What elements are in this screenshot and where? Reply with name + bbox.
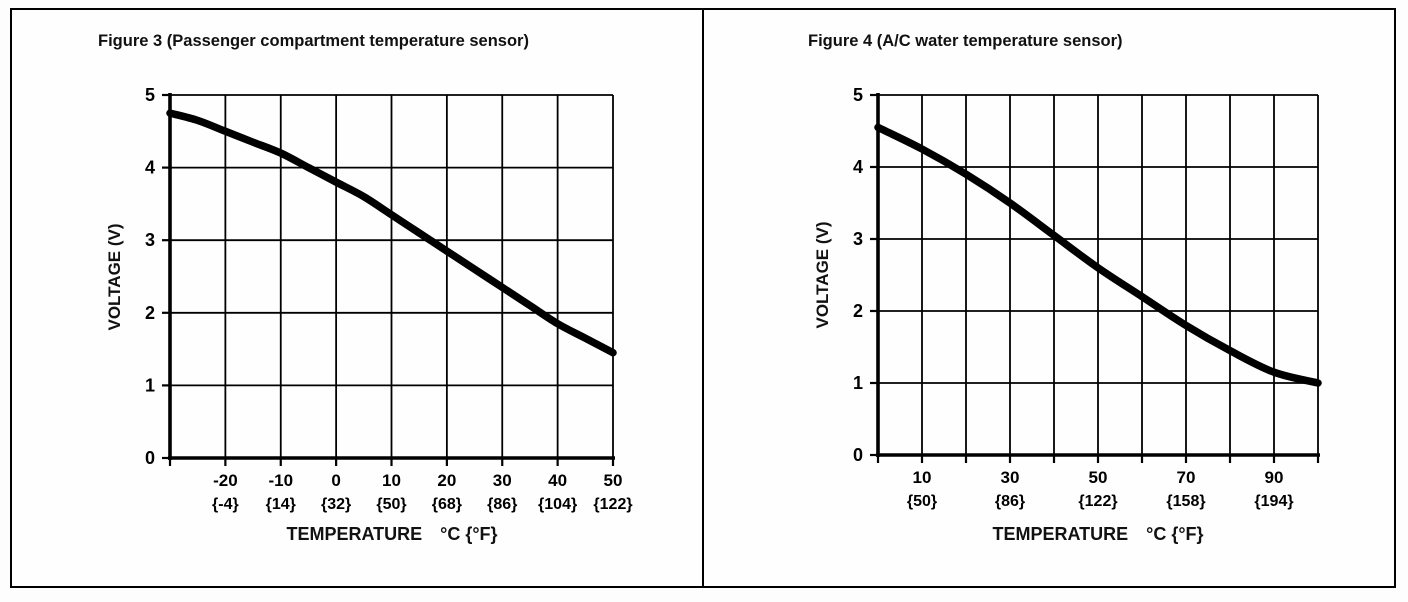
x-tick-label-fahrenheit: {86} xyxy=(995,493,1025,510)
y-tick-label: 5 xyxy=(145,85,155,105)
figure4-y-axis-label: VOLTAGE (V) xyxy=(813,221,832,329)
x-tick-label-celsius: 30 xyxy=(493,471,512,490)
figure3-x-axis-title: TEMPERATURE xyxy=(286,524,423,544)
figure4-x-axis-units: °C {°F} xyxy=(1146,524,1204,544)
x-tick-label-celsius: 50 xyxy=(604,471,623,490)
y-tick-label: 0 xyxy=(145,448,155,468)
y-tick-label: 1 xyxy=(853,373,863,393)
x-tick-label-fahrenheit: {-4} xyxy=(212,496,239,513)
x-tick-label-celsius: 40 xyxy=(548,471,567,490)
figure3-chart: 0 1 2 3 4 5 -20 {-4} -10 {14} 0 {32} 10 {50} 20 {68} 30 {… xyxy=(145,85,633,513)
figure3-y-axis-label: VOLTAGE (V) xyxy=(105,223,124,331)
figure3-x-axis-label: TEMPERATURE °C {°F} xyxy=(182,524,602,545)
x-tick-label-celsius: 10 xyxy=(382,471,401,490)
x-tick-label-celsius: 0 xyxy=(331,471,340,490)
sensor-voltage-curve xyxy=(874,123,1322,387)
y-tick-label: 2 xyxy=(145,303,155,323)
x-tick-label-celsius: 10 xyxy=(913,468,932,487)
figure3-x-axis-units: °C {°F} xyxy=(440,524,498,544)
figure4-x-axis-title: TEMPERATURE xyxy=(992,524,1129,544)
x-tick-label-celsius: 70 xyxy=(1177,468,1196,487)
x-tick-label-celsius: -10 xyxy=(268,471,293,490)
x-tick-label-fahrenheit: {50} xyxy=(376,496,406,513)
y-tick-label: 3 xyxy=(853,229,863,249)
sensor-voltage-curve xyxy=(166,109,617,357)
x-tick-label-fahrenheit: {104} xyxy=(538,496,577,513)
panel-divider xyxy=(702,8,704,588)
x-tick-label-fahrenheit: {50} xyxy=(907,493,937,510)
y-tick-label: 4 xyxy=(853,157,863,177)
x-tick-label-fahrenheit: {122} xyxy=(1078,493,1117,510)
x-tick-label-fahrenheit: {32} xyxy=(321,496,351,513)
x-tick-label-fahrenheit: {86} xyxy=(487,496,517,513)
y-tick-label: 0 xyxy=(853,445,863,465)
y-tick-label: 3 xyxy=(145,230,155,250)
x-tick-label-celsius: 30 xyxy=(1001,468,1020,487)
y-tick-label: 4 xyxy=(145,158,155,178)
x-tick-label-fahrenheit: {158} xyxy=(1166,493,1205,510)
y-tick-label: 1 xyxy=(145,375,155,395)
figure3-title: Figure 3 (Passenger compartment temperat… xyxy=(98,32,529,50)
x-tick-label-celsius: 90 xyxy=(1265,468,1284,487)
figure4-x-axis-label: TEMPERATURE °C {°F} xyxy=(888,524,1308,545)
x-tick-label-fahrenheit: {194} xyxy=(1254,493,1293,510)
y-tick-label: 2 xyxy=(853,301,863,321)
figure4-title: Figure 4 (A/C water temperature sensor) xyxy=(808,32,1123,50)
x-tick-label-celsius: -20 xyxy=(213,471,238,490)
x-tick-label-fahrenheit: {68} xyxy=(432,496,462,513)
figure4-chart: 0 1 2 3 4 5 10 {50} 30 {86} 50 {122} 70 {158} 90 {194} xyxy=(853,85,1322,510)
x-tick-label-celsius: 50 xyxy=(1089,468,1108,487)
x-tick-label-fahrenheit: {122} xyxy=(593,496,632,513)
x-tick-label-fahrenheit: {14} xyxy=(266,496,296,513)
y-tick-label: 5 xyxy=(853,85,863,105)
x-tick-label-celsius: 20 xyxy=(437,471,456,490)
